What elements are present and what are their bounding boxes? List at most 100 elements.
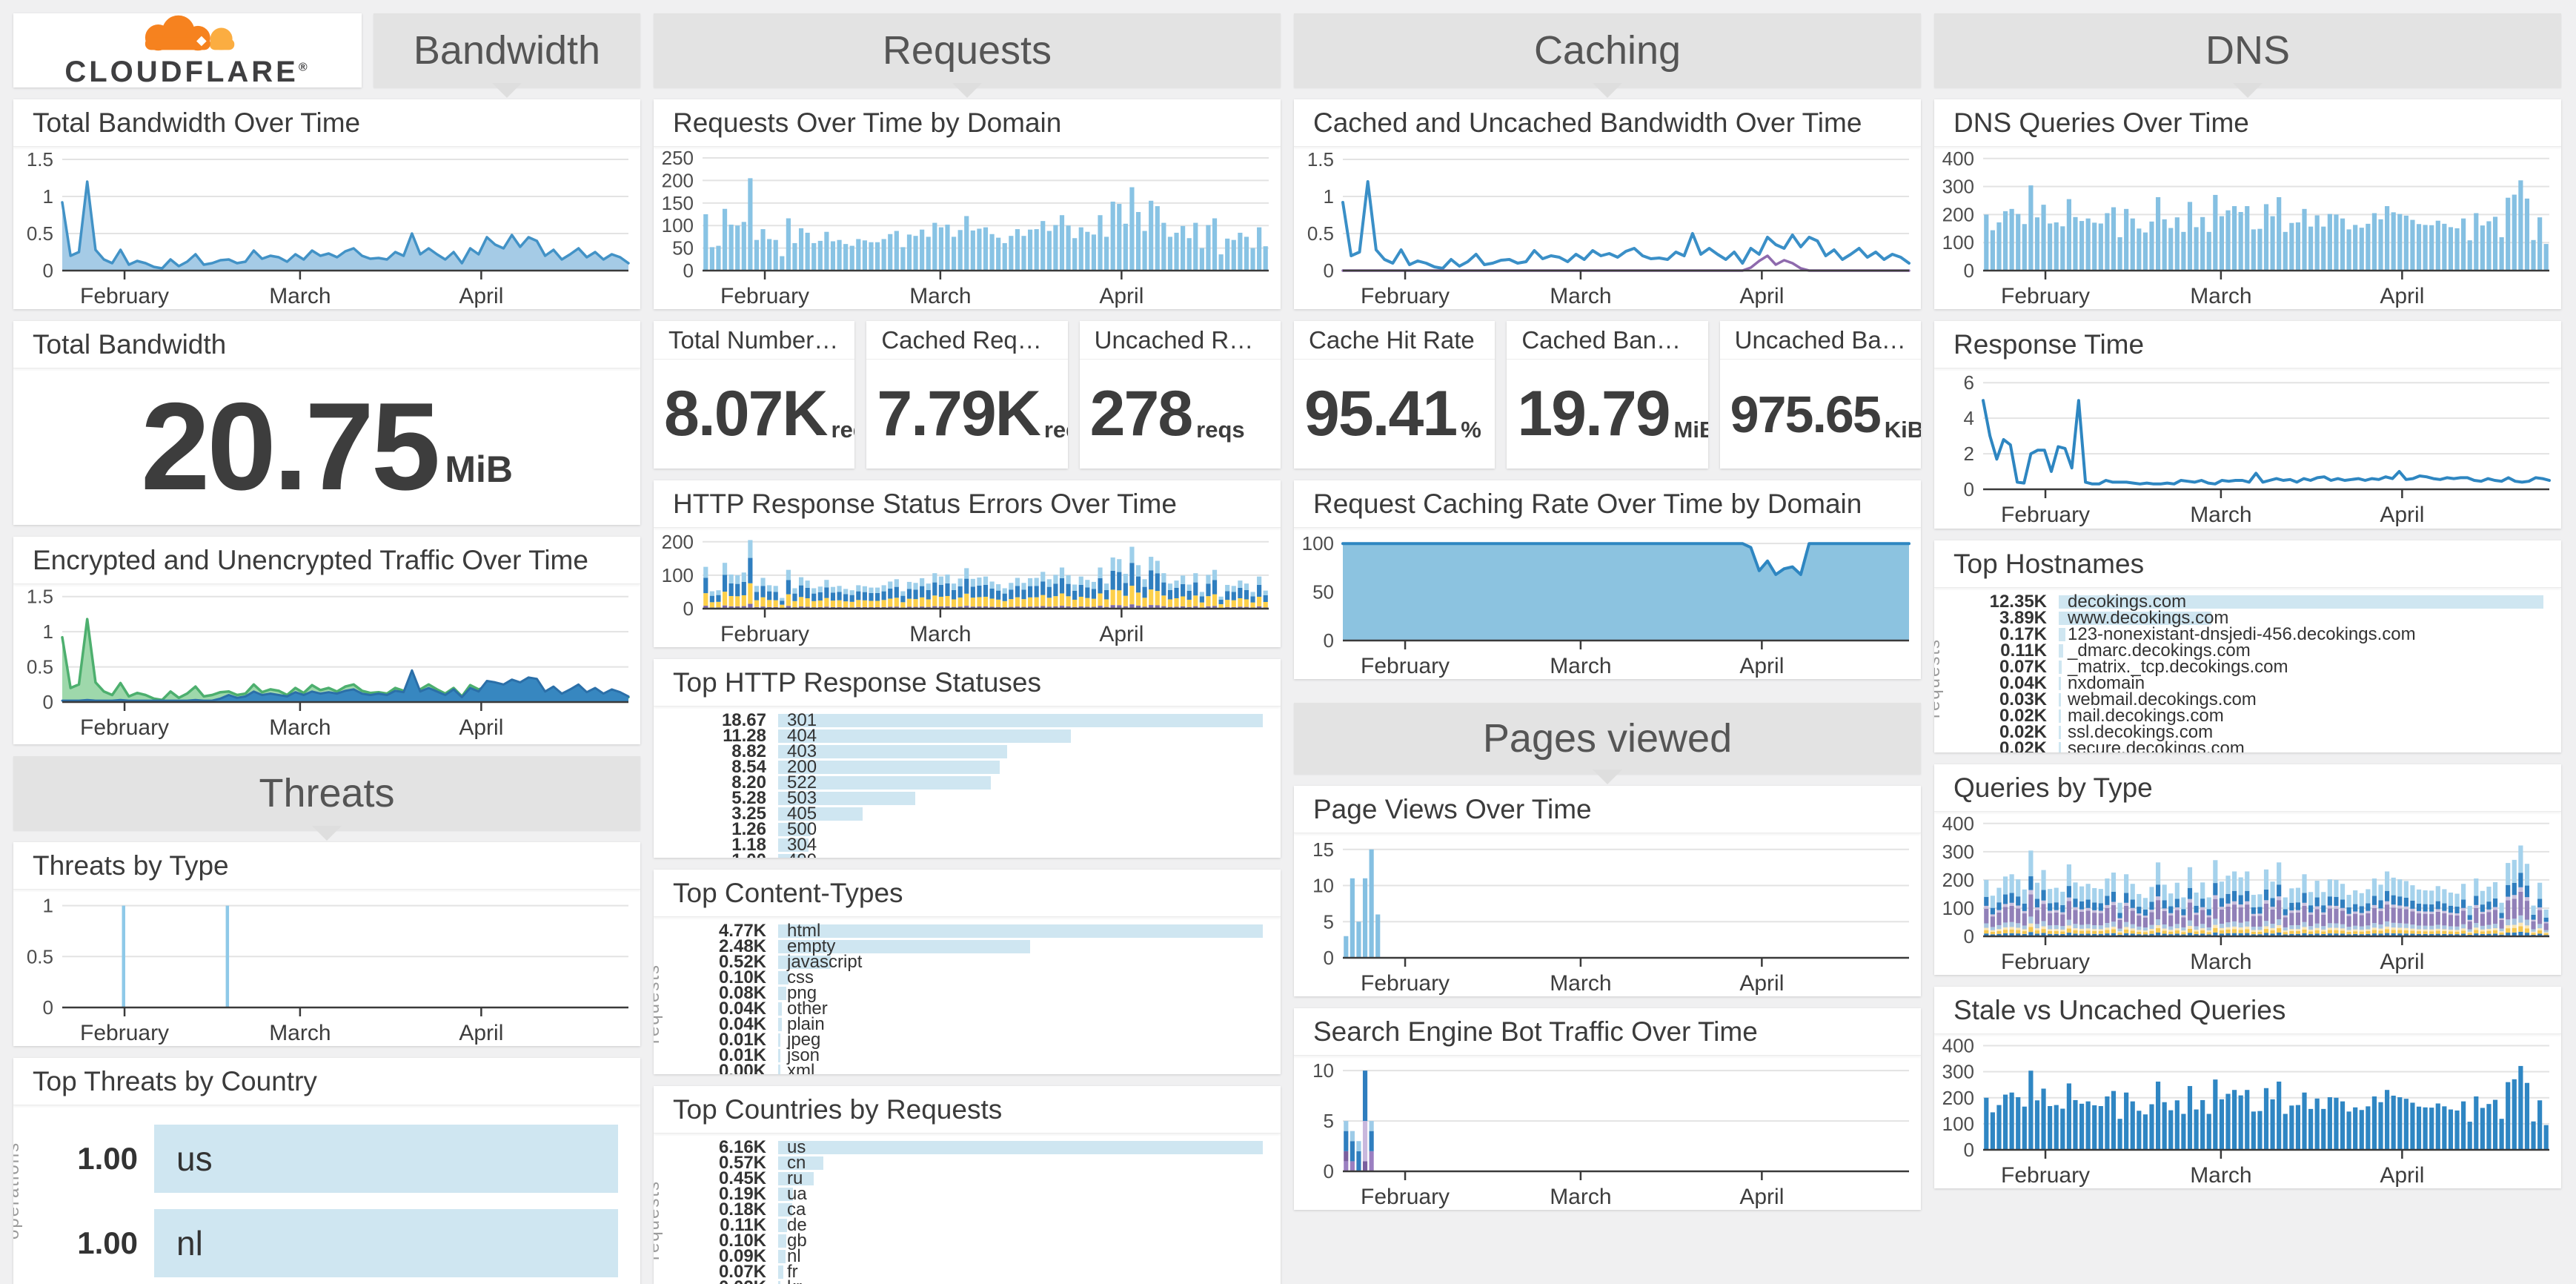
svg-text:200: 200 (1942, 869, 1974, 891)
list-bar (778, 986, 786, 1000)
list-value: 6.16K (718, 1136, 766, 1157)
list-bar (778, 939, 1031, 953)
list-label: jpeg (787, 1029, 821, 1050)
svg-text:0: 0 (683, 598, 694, 620)
list-item: 0.01K json (701, 1045, 1263, 1065)
svg-text:0: 0 (1324, 1160, 1334, 1182)
panel-title: Top HTTP Response Statuses (654, 659, 1281, 706)
list-bar (778, 744, 1007, 758)
svg-text:0: 0 (1964, 478, 1974, 500)
list-bar (778, 1218, 787, 1232)
list-item: 0.57K cn (701, 1153, 1263, 1173)
panel-title: Top Threats by Country (13, 1058, 640, 1105)
list-value: 12.35K (1989, 592, 2047, 612)
panel-title: Threats by Type (13, 842, 640, 890)
section-title: Requests (882, 28, 1052, 73)
list-axis-label: requests (654, 1179, 663, 1260)
panel-title: Response Time (1934, 321, 2561, 368)
panel-title: Cached and Uncached Bandwidth Over Time (1294, 99, 1921, 147)
list-label: 503 (787, 787, 817, 808)
panel-title: Top Countries by Requests (654, 1086, 1281, 1134)
section-header-caching: Caching (1294, 13, 1921, 87)
list-label: mail.decokings.com (2068, 706, 2224, 726)
svg-text:0.5: 0.5 (1307, 222, 1334, 245)
list-bar (2059, 677, 2062, 690)
threats-by-type-chart: 0 0.5 1 February March April (13, 890, 640, 1046)
list-value: 8.20 (731, 772, 766, 792)
list-label: kr (778, 1277, 802, 1284)
list-value: 0.11K (2000, 641, 2047, 661)
svg-text:100: 100 (662, 564, 694, 586)
list-label: decokings.com (2068, 592, 2187, 612)
list-item: 0.02Kkr (701, 1277, 1263, 1284)
countries-list: requests 6.16K us 0.57K cn 0.45K ru 0.19K ua 0.18… (654, 1134, 1281, 1284)
hostnames-list: requests 12.35K decokings.com 3.89K www.deco… (1934, 588, 2561, 752)
svg-text:0: 0 (1964, 925, 1974, 947)
svg-text:1: 1 (43, 621, 53, 643)
svg-text:100: 100 (1942, 231, 1974, 254)
list-item: 0.18K ca (701, 1199, 1263, 1220)
svg-text:0.5: 0.5 (27, 222, 53, 245)
stat-uncached-bandwidth: Uncached Band… 975.65 KiB (1719, 321, 1921, 469)
list-bar (2059, 742, 2062, 752)
svg-text:2: 2 (1964, 443, 1974, 465)
svg-text:100: 100 (1942, 897, 1974, 919)
svg-text:April: April (2380, 1163, 2424, 1188)
list-bar (2059, 612, 2211, 625)
panel-title: Queries by Type (1934, 764, 2561, 812)
svg-text:4: 4 (1964, 407, 1974, 429)
svg-text:1.5: 1.5 (1307, 148, 1334, 171)
stat-unit: % (1461, 416, 1481, 443)
list-item: 0.04K plain (701, 1014, 1263, 1034)
list-label: us (787, 1136, 806, 1157)
encrypted-traffic-chart: 0 0.5 1 1.5 February March April (13, 584, 640, 741)
stat-title: Cached Requests (866, 321, 1068, 360)
panel-title: Search Engine Bot Traffic Over Time (1294, 1008, 1921, 1056)
list-bar (2059, 709, 2062, 723)
list-value: 0.03K (1999, 689, 2047, 709)
list-label: nl (787, 1245, 801, 1266)
list-value: 0.52K (718, 951, 766, 972)
list-axis-label: operations (13, 1141, 23, 1240)
svg-text:April: April (1739, 971, 1784, 996)
list-bar (778, 838, 809, 852)
list-value: 5.28 (731, 787, 766, 808)
svg-text:March: March (269, 284, 331, 308)
list-label: json (787, 1045, 820, 1065)
list-value: 18.67 (721, 709, 766, 730)
stat-cache-hit-rate: Cache Hit Rate 95.41% (1294, 321, 1496, 469)
list-value: 3.89K (1999, 608, 2047, 628)
list-item: 0.52K javascript (701, 951, 1263, 972)
dns-queries-chart: 0 100 200 300 400 February March April (1934, 147, 2561, 309)
panel-queries-by-type: Queries by Type 0 100 200 300 400 February Mar… (1934, 764, 2561, 975)
section-title: Bandwidth (413, 28, 601, 73)
panel-top-hostnames: Top Hostnames requests 12.35K decokings.co… (1934, 540, 2561, 752)
svg-text:300: 300 (1942, 176, 1974, 198)
svg-text:1: 1 (43, 895, 53, 917)
svg-text:April: April (1099, 622, 1143, 646)
svg-text:March: March (1550, 284, 1611, 308)
list-label: nl (176, 1224, 203, 1263)
list-value: 0.11K (720, 1214, 766, 1235)
list-item: 1.00 nl (65, 1209, 618, 1277)
stat-total-requests: Total Number of Re… 8.07Kreqs (654, 321, 855, 469)
svg-text:10: 10 (1312, 1059, 1334, 1082)
cached-bandwidth-chart: 0 0.5 1 1.5 February March April (1294, 147, 1921, 309)
list-bar (778, 1187, 794, 1201)
list-label: www.decokings.com (2068, 608, 2229, 628)
svg-text:February: February (80, 284, 169, 308)
svg-text:April: April (1739, 284, 1784, 308)
list-item: 0.07K fr (701, 1262, 1263, 1282)
list-value: 0.01K (718, 1029, 766, 1050)
list-value: 2.48K (718, 936, 766, 956)
list-item: 5.28 503 (701, 787, 1263, 808)
list-bar (2059, 693, 2062, 706)
list-label: ssl.decokings.com (2068, 722, 2214, 742)
list-item: 0.03K webmail.decokings.com (1982, 689, 2543, 709)
list-label: ru (787, 1168, 803, 1188)
list-bar (778, 1048, 781, 1062)
list-bar (778, 1064, 781, 1074)
list-value: 1.18 (731, 834, 766, 855)
svg-text:0: 0 (683, 259, 694, 282)
